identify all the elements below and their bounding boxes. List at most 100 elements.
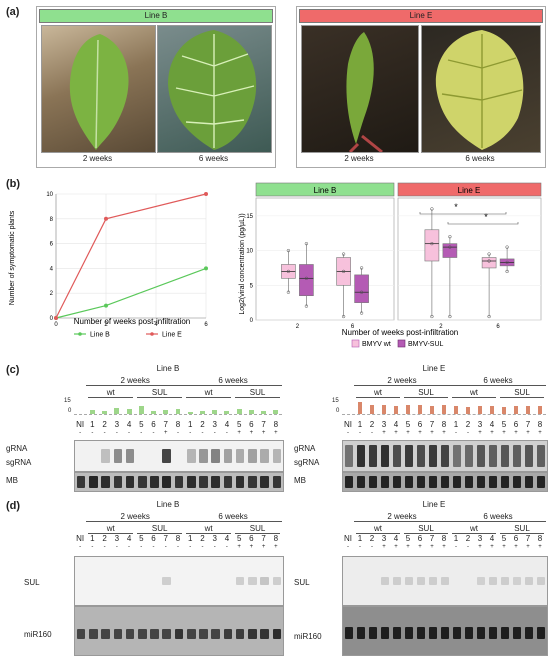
gel-band [536,476,546,488]
gel-band [368,476,378,488]
gel-band [248,577,257,585]
lane-sign: + [237,430,241,436]
lane-label: 5 [405,534,411,543]
line-chart-ytick: 8 [50,217,54,223]
lane-sign: + [406,430,410,436]
row-label: gRNA [294,444,316,453]
gel-band [248,449,257,463]
legend-label-line-b: Line B [90,332,110,339]
gel-band [404,445,414,467]
lane-label: 1 [90,534,95,543]
box-point [359,311,364,315]
lane-sign: - [467,430,469,436]
blot-group-label: 6 weeks [450,376,546,386]
quant-bar [453,406,459,414]
gel-band [380,476,390,488]
lane-label: 3 [114,420,120,429]
lane-sign: - [359,430,361,436]
gel-band [272,629,282,639]
blot-title: Line B [156,364,180,373]
box-point [304,241,309,246]
gel-band [344,476,354,488]
lane-sign: + [237,544,241,550]
gel-band [416,577,426,585]
lane-sign: - [225,544,228,550]
leaf-photo-e-2w [301,25,419,154]
lane-sign: + [382,430,386,436]
blot-title: Line E [422,500,446,509]
lane-label: 7 [429,420,435,429]
line-chart-xtick: 4 [154,322,158,328]
gel-band [368,445,378,467]
gel-band [101,629,110,639]
legend-marker-line-b [78,332,82,336]
leaf-photo-e-6w [421,25,541,153]
row-label: miR160 [24,630,52,639]
gel-band [186,449,196,463]
gel-grna-sgrna [74,440,284,472]
gel-band [524,445,534,467]
gel-band [162,577,172,585]
lane-label: 2 [200,420,205,429]
gel-band [223,449,233,463]
lane-label: 6 [151,534,156,543]
box-xtick: 6 [496,324,500,330]
blot-subgroup-label: SUL [404,524,448,534]
gel-band [416,627,426,639]
blot-subgroup-label: wt [452,388,496,398]
lane-sign: + [394,430,398,436]
blot-subgroup-label: SUL [235,524,280,534]
gel-band [524,476,534,488]
gel-band [235,476,245,488]
lane-sign: + [490,544,494,550]
gel-band [440,577,450,585]
lane-sign: - [79,430,82,436]
lane-sign: - [152,544,155,550]
gel-sul [74,556,284,606]
lane-label: 3 [477,534,483,543]
panel-a-line-e: Line E 2 weeks 6 weeks [296,6,546,168]
lane-sign: - [455,430,457,436]
gel-band [260,449,269,463]
lane-label: 2 [102,534,107,543]
lane-sign: + [274,544,278,550]
gel-band [488,476,498,488]
lane-sign: - [189,430,192,436]
gel-band [404,476,414,488]
box-point [359,290,364,294]
lane-label: 5 [139,534,144,543]
gel-band [199,629,208,639]
gel-band [440,627,450,639]
lane-label: 6 [513,420,519,429]
gel-band [356,627,366,639]
line-chart-ytick: 4 [50,266,54,272]
lane-label: 3 [381,534,387,543]
lane-label: 3 [212,420,217,429]
quant-bar [187,412,193,414]
lane-label: 3 [477,420,483,429]
gel-band [125,629,135,639]
box-point [448,314,452,319]
lane-sign: - [140,430,143,436]
leaf-photo-b-6w [157,25,272,153]
lane-sign: - [359,544,361,550]
gel-band [392,445,402,467]
lane-label: 5 [236,420,242,429]
gel-band [223,476,233,488]
lane-sign: + [164,430,168,436]
gel-mir160 [342,606,548,656]
lane-label: 8 [537,420,543,429]
lane-sign: + [514,430,518,436]
symptom-line-chart: 0 2 4 6 8 10 0 2 4 6 Number of symptomatic plants… [9,192,208,339]
quant-bar [429,406,435,414]
lane-label: 8 [441,534,447,543]
gel-band [404,627,414,639]
lane-label: 6 [249,534,254,543]
sig-bracket-2 [447,222,519,225]
lane-label: 5 [139,420,144,429]
box-point [286,248,291,253]
panel-c-label: (c) [6,364,20,376]
